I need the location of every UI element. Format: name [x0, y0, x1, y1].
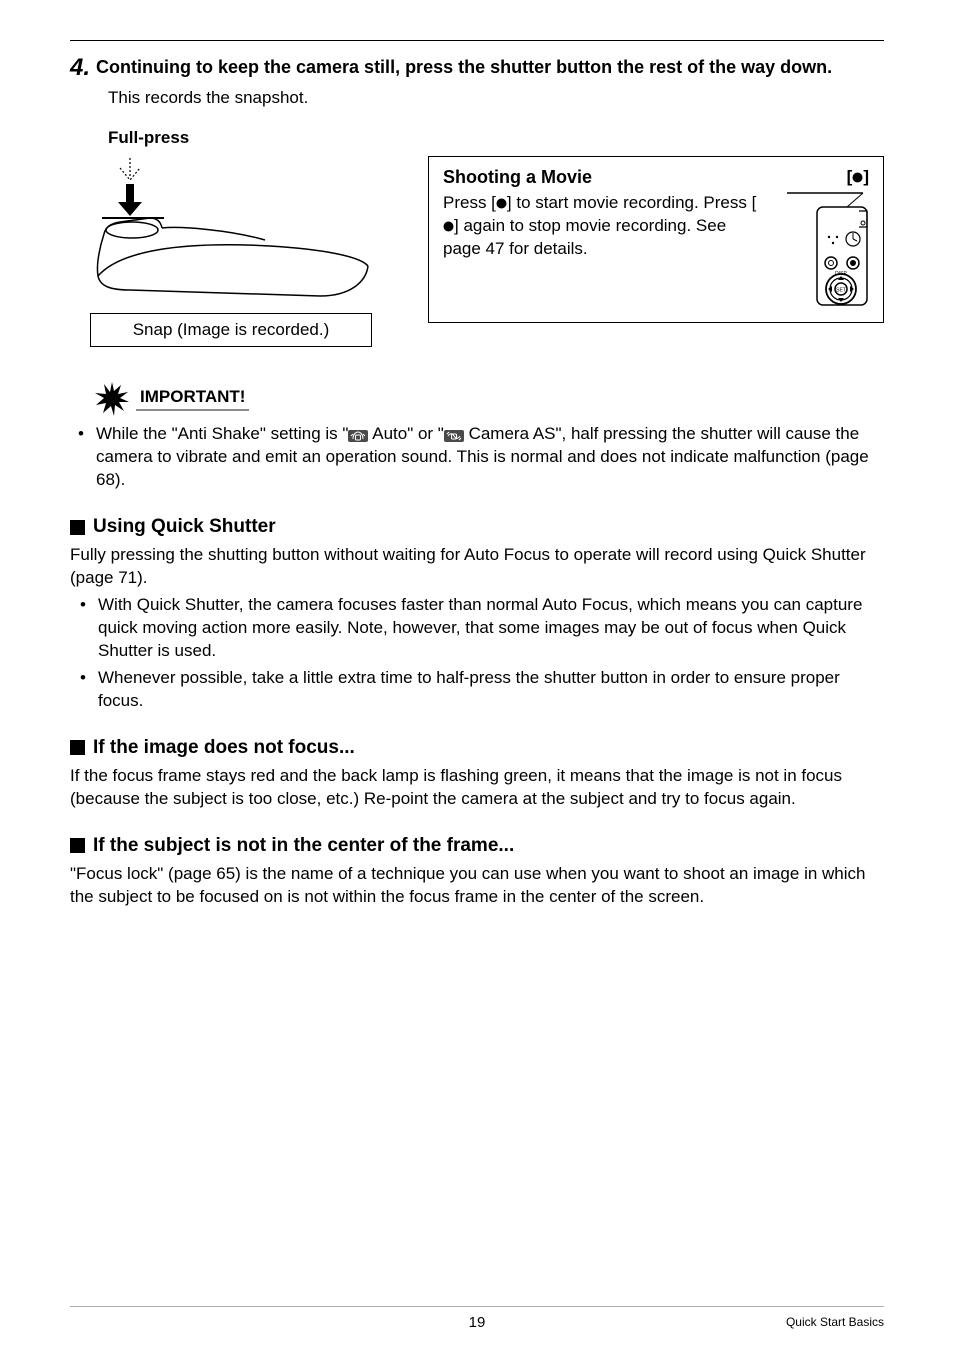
not-center-heading-text: If the subject is not in the center of t…	[93, 835, 514, 857]
important-bullet: • While the "Anti Shake" setting is " Au…	[78, 423, 884, 492]
shutter-figure: Snap (Image is recorded.)	[90, 156, 372, 347]
svg-text:SET: SET	[836, 288, 846, 294]
quick-shutter-para: Fully pressing the shutting button witho…	[70, 544, 884, 590]
movie-text-col: Shooting a Movie Press [ ] to start movie…	[443, 167, 765, 312]
movie-text-b: ] to start movie recording. Press [	[507, 193, 756, 212]
step-line: 4. Continuing to keep the camera still, …	[70, 55, 884, 81]
step-number: 4.	[70, 55, 90, 81]
quick-shutter-heading: Using Quick Shutter	[70, 516, 884, 538]
step-instruction: Continuing to keep the camera still, pre…	[96, 55, 832, 79]
quick-shutter-heading-text: Using Quick Shutter	[93, 516, 276, 538]
square-bullet-icon	[70, 520, 85, 535]
quick-shutter-b1-text: With Quick Shutter, the camera focuses f…	[98, 595, 862, 660]
no-focus-para: If the focus frame stays red and the bac…	[70, 765, 884, 811]
quick-shutter-b2: • Whenever possible, take a little extra…	[80, 667, 884, 713]
rec-dot-icon	[443, 221, 454, 232]
antishake-auto-icon	[348, 430, 368, 442]
important-auto: Auto" or "	[368, 424, 443, 443]
shutter-press-svg	[90, 156, 372, 306]
starburst-icon	[94, 381, 130, 417]
antishake-camera-icon	[444, 430, 464, 442]
rec-dot-icon	[496, 198, 507, 209]
movie-text: Press [ ] to start movie recording. Press…	[443, 192, 765, 261]
full-press-label: Full-press	[108, 128, 884, 148]
snap-caption: Snap (Image is recorded.)	[90, 313, 372, 347]
top-rule	[70, 40, 884, 41]
step-result: This records the snapshot.	[108, 87, 884, 110]
quick-shutter-b1: • With Quick Shutter, the camera focuses…	[80, 594, 884, 663]
movie-box: Shooting a Movie Press [ ] to start movie…	[428, 156, 884, 323]
bullet-dot: •	[80, 594, 98, 617]
no-focus-heading-text: If the image does not focus...	[93, 737, 355, 759]
camera-side-svg: DISP SET	[781, 189, 869, 307]
movie-corner-label: []	[781, 167, 869, 187]
footer-section: Quick Start Basics	[786, 1315, 884, 1329]
not-center-para: "Focus lock" (page 65) is the name of a …	[70, 863, 884, 909]
not-center-heading: If the subject is not in the center of t…	[70, 835, 884, 857]
movie-text-c: ] again to stop movie recording. See pag…	[443, 216, 726, 258]
footer-rule	[70, 1306, 884, 1307]
quick-shutter-b2-text: Whenever possible, take a little extra t…	[98, 668, 840, 710]
movie-camera-col: [] DISP	[781, 167, 869, 312]
movie-title: Shooting a Movie	[443, 167, 765, 188]
important-text-a: While the "Anti Shake" setting is "	[96, 424, 348, 443]
bracket-close: ]	[863, 167, 869, 186]
page-number: 19	[469, 1314, 486, 1331]
bullet-dot: •	[78, 423, 96, 446]
no-focus-heading: If the image does not focus...	[70, 737, 884, 759]
square-bullet-icon	[70, 838, 85, 853]
footer-row: 19 Quick Start Basics	[70, 1315, 884, 1329]
important-row: IMPORTANT!	[94, 381, 884, 417]
rec-dot-icon	[852, 172, 863, 183]
important-label: IMPORTANT!	[136, 387, 249, 411]
bullet-dot: •	[80, 667, 98, 690]
square-bullet-icon	[70, 740, 85, 755]
movie-text-a: Press [	[443, 193, 496, 212]
footer: 19 Quick Start Basics	[70, 1306, 884, 1329]
figure-row: Snap (Image is recorded.) Shooting a Mov…	[90, 156, 884, 347]
